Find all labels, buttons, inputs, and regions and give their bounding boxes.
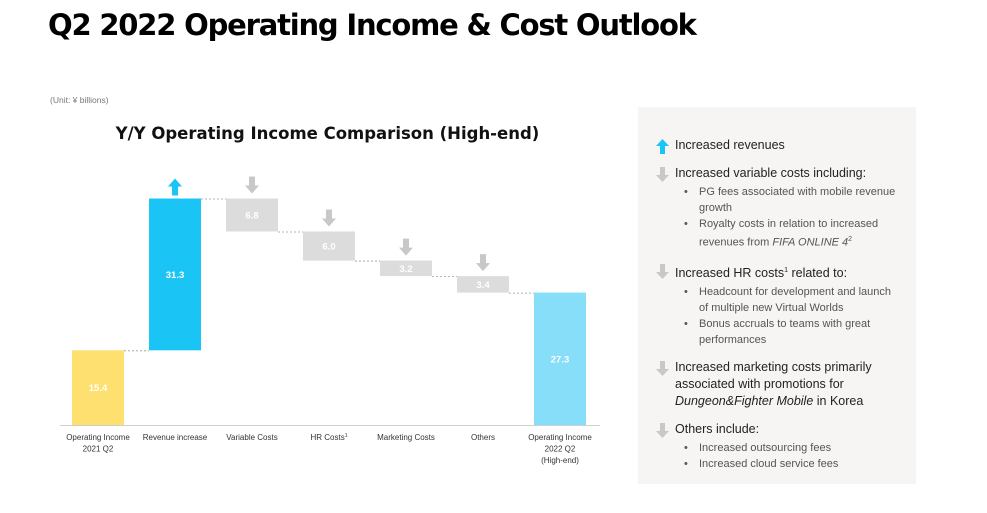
heading-italic-text: Dungeon&Fighter Mobile: [675, 393, 814, 408]
bullet-item: Increased outsourcing fees: [675, 440, 900, 456]
heading-text: Increased marketing costs primarily asso…: [675, 359, 872, 391]
bullet-item: Royalty costs in relation to increased r…: [675, 216, 900, 251]
bar-3: [303, 231, 355, 261]
bar-1: [149, 198, 201, 351]
down-arrow-icon: [322, 209, 336, 227]
bullet-text: Royalty costs in relation to increased r…: [699, 218, 879, 249]
data-label-4: 3.2: [399, 264, 412, 275]
data-label-3: 6.0: [322, 242, 335, 253]
data-label-6: 27.3: [551, 354, 570, 365]
bar-2: [226, 198, 278, 232]
bullet-text: Increased outsourcing fees: [699, 441, 832, 454]
up-arrow-icon: [656, 139, 669, 154]
panel-section: Others include: Increased outsourcing fee…: [656, 421, 900, 472]
panel-section-heading: Others include:: [675, 421, 900, 438]
heading-text: Increased revenues: [675, 138, 785, 152]
chart-title: Y/Y Operating Income Comparison (High-en…: [115, 124, 540, 143]
down-arrow-icon: [399, 238, 413, 256]
bullet-item: Increased cloud service fees: [675, 456, 900, 472]
explanation-panel: Increased revenues Increased variable cos…: [638, 107, 916, 484]
bar-4: [380, 260, 432, 277]
page-title: Q2 2022 Operating Income & Cost Outlook: [48, 8, 697, 42]
heading-text: Others include:: [675, 421, 760, 436]
bullet-text: Headcount for development and launch of …: [699, 285, 892, 314]
footnote-mark: 1: [784, 266, 788, 274]
category-label-6: Operating Income 2022 Q2 (High-end): [528, 433, 592, 465]
down-arrow-icon: [656, 360, 669, 376]
data-label-2: 6.8: [245, 210, 258, 221]
panel-section: Increased variable costs including: PG fe…: [656, 165, 900, 251]
waterfall-chart: 15.4 Operating Income 2021 Q2 31.3 Revenue i…: [60, 176, 600, 465]
category-label-4: Marketing Costs: [377, 433, 435, 442]
heading-trailing-text: related to:: [787, 265, 848, 280]
heading-text: Increased HR costs: [675, 265, 785, 280]
bullet-list: Increased outsourcing fees Increased clou…: [675, 440, 900, 472]
bullet-text: Increased cloud service fees: [699, 457, 839, 470]
data-label-1: 31.3: [166, 270, 185, 281]
category-label-3: HR Costs1: [310, 433, 347, 442]
data-label-0: 15.4: [89, 383, 108, 394]
panel-section: Increased revenues: [656, 137, 900, 154]
footnote-mark: 2: [848, 236, 853, 243]
down-arrow-icon: [476, 254, 490, 272]
panel-section-heading: Increased marketing costs primarily asso…: [675, 359, 900, 410]
down-arrow-icon: [656, 422, 669, 438]
bullet-item: Headcount for development and launch of …: [675, 284, 900, 316]
bar-6: [534, 292, 586, 425]
bullet-list: PG fees associated with mobile revenue g…: [675, 184, 900, 251]
panel-section-heading: Increased revenues: [675, 137, 900, 154]
bullet-text: Bonus accruals to teams with great perfo…: [699, 317, 871, 346]
bullet-item: PG fees associated with mobile revenue g…: [675, 184, 900, 216]
bullet-text: PG fees associated with mobile revenue g…: [699, 186, 896, 214]
data-label-5: 3.4: [476, 280, 490, 291]
heading-text: Increased variable costs including:: [675, 166, 867, 180]
bullet-list: Headcount for development and launch of …: [675, 284, 900, 348]
up-arrow-icon: [168, 178, 182, 196]
bar-5: [457, 276, 509, 293]
down-arrow-icon: [656, 167, 669, 182]
panel-section-heading: Increased HR costs1 related to:: [675, 262, 900, 282]
category-label-5: Others: [471, 433, 495, 442]
panel-section: Increased marketing costs primarily asso…: [656, 359, 900, 410]
bullet-italic-text: FIFA ONLINE 4: [772, 236, 849, 249]
bar-0: [72, 350, 124, 425]
heading-trailing-text: in Korea: [813, 393, 864, 408]
panel-section-heading: Increased variable costs including:: [675, 165, 900, 182]
unit-note: (Unit: ¥ billions): [50, 95, 109, 105]
category-label-0: Operating Income 2021 Q2: [66, 433, 130, 454]
down-arrow-icon: [656, 263, 669, 279]
panel-section: Increased HR costs1 related to: Headcount…: [656, 262, 900, 348]
category-label-1: Revenue increase: [143, 433, 208, 442]
category-label-2: Variable Costs: [226, 433, 277, 442]
bullet-item: Bonus accruals to teams with great perfo…: [675, 316, 900, 348]
down-arrow-icon: [245, 176, 259, 194]
